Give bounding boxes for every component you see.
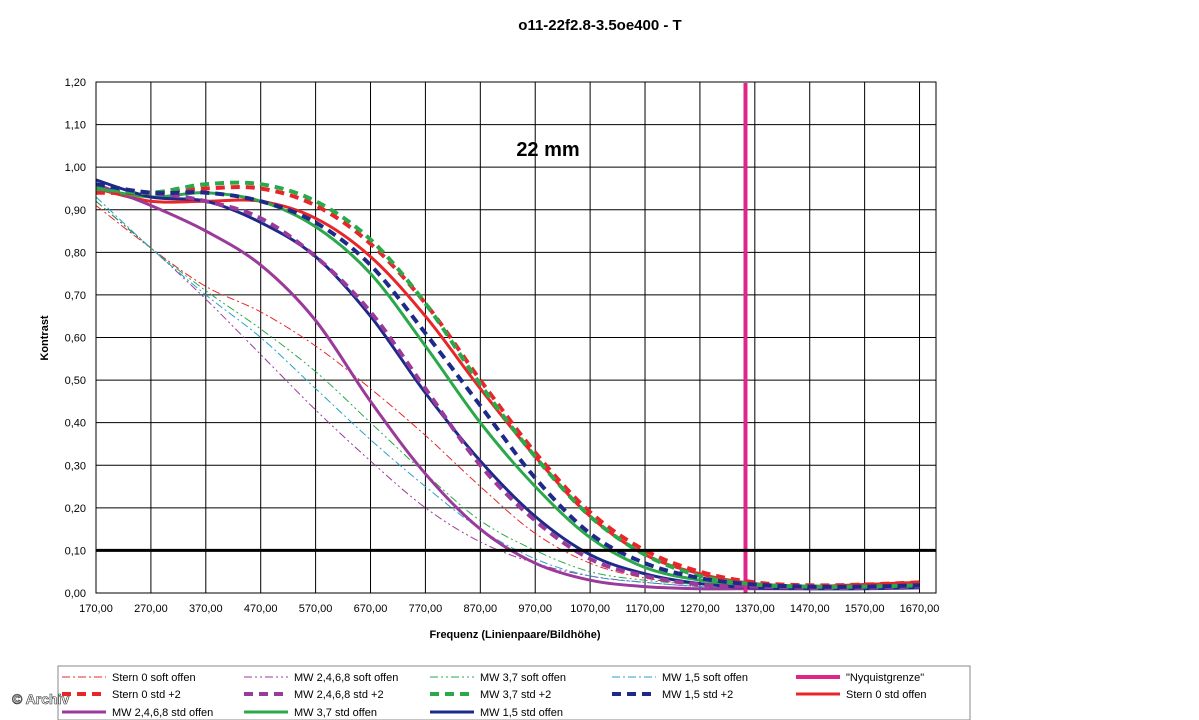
y-tick-label: 1,10 [65, 120, 86, 132]
x-tick-label: 1070,00 [570, 603, 610, 615]
y-tick-label: 0,00 [65, 588, 86, 600]
legend-entry: "Nyquistgrenze" [796, 672, 924, 684]
x-tick-label: 670,00 [354, 603, 388, 615]
legend-entry: MW 3,7 std +2 [430, 689, 551, 701]
x-tick-label: 1570,00 [845, 603, 885, 615]
x-tick-label: 470,00 [244, 603, 278, 615]
legend-label: Stern 0 std +2 [112, 689, 181, 701]
legend-label: "Nyquistgrenze" [846, 672, 924, 684]
series-lines [95, 83, 920, 593]
legend-label: MW 3,7 std +2 [480, 689, 551, 701]
y-tick-label: 0,70 [65, 290, 86, 302]
x-axis-label: Frequenz (Linienpaare/Bildhöhe) [429, 629, 600, 641]
watermark: © Archiv [12, 691, 69, 707]
legend-entry: MW 2,4,6,8 std +2 [244, 689, 384, 701]
series-line [95, 200, 920, 590]
x-tick-label: 270,00 [134, 603, 168, 615]
y-axis-label: Kontrast [39, 315, 51, 361]
legend-label: Stern 0 std offen [846, 689, 927, 701]
legend-label: MW 3,7 std offen [294, 707, 377, 719]
x-tick-label: 970,00 [518, 603, 552, 615]
y-tick-labels: 0,00 0,10 0,20 0,30 0,40 0,50 0,60 0,70 0,80 0,90… [65, 77, 86, 600]
legend-label: MW 2,4,6,8 soft offen [294, 672, 398, 684]
x-tick-label: 570,00 [299, 603, 333, 615]
legend-label: MW 3,7 soft offen [480, 672, 566, 684]
legend-entry: MW 3,7 std offen [244, 707, 377, 719]
series-line [95, 196, 920, 590]
x-tick-labels: 170,00 270,00 370,00 470,00 570,00 670,00 770,… [79, 603, 939, 615]
series-line [95, 186, 920, 591]
series-line [95, 200, 920, 590]
series-line [95, 187, 920, 588]
legend-entry: MW 1,5 std offen [430, 707, 563, 719]
y-tick-label: 0,40 [65, 418, 86, 430]
plot-frame [95, 81, 937, 594]
y-tick-label: 0,10 [65, 545, 86, 557]
chart-title: o11-22f2.8-3.5oe400 - T [518, 17, 681, 34]
legend-entry: Stern 0 std offen [796, 689, 927, 701]
legend-label: MW 2,4,6,8 std +2 [294, 689, 384, 701]
x-tick-label: 1270,00 [680, 603, 720, 615]
y-tick-label: 1,00 [65, 162, 86, 174]
x-tick-label: 770,00 [409, 603, 443, 615]
legend-entry: Stern 0 std +2 [62, 689, 181, 701]
legend-label: MW 1,5 soft offen [662, 672, 748, 684]
y-tick-label: 0,90 [65, 205, 86, 217]
x-tick-label: 1370,00 [735, 603, 775, 615]
legend-entry: MW 2,4,6,8 std offen [62, 707, 213, 719]
y-tick-label: 0,20 [65, 503, 86, 515]
legend-entry: MW 1,5 std +2 [612, 689, 733, 701]
legend-label: Stern 0 soft offen [112, 672, 196, 684]
x-tick-label: 1670,00 [900, 603, 940, 615]
legend-entry: MW 3,7 soft offen [430, 672, 566, 684]
legend-entry: MW 2,4,6,8 soft offen [244, 672, 398, 684]
series-line [95, 205, 920, 589]
y-tick-label: 1,20 [65, 77, 86, 89]
legend-label: MW 1,5 std +2 [662, 689, 733, 701]
series-line [95, 182, 920, 589]
x-tick-label: 870,00 [463, 603, 497, 615]
x-tick-label: 370,00 [189, 603, 223, 615]
series-line [95, 178, 920, 591]
legend: Stern 0 soft offen MW 2,4,6,8 soft offen M… [62, 672, 927, 719]
x-tick-label: 1170,00 [626, 603, 665, 615]
y-tick-label: 0,30 [65, 460, 86, 472]
y-tick-label: 0,80 [65, 247, 86, 259]
legend-label: MW 1,5 std offen [480, 707, 563, 719]
series-line [95, 182, 920, 591]
y-tick-label: 0,50 [65, 375, 86, 387]
legend-entry: MW 1,5 soft offen [612, 672, 748, 684]
y-tick-label: 0,60 [65, 333, 86, 345]
series-line [95, 185, 920, 588]
legend-entry: Stern 0 soft offen [62, 672, 196, 684]
chart-annotation-focal-length: 22 mm [516, 139, 579, 161]
legend-label: MW 2,4,6,8 std offen [112, 707, 213, 719]
series-line [95, 180, 920, 589]
series-line [95, 187, 920, 590]
x-tick-label: 170,00 [79, 603, 113, 615]
x-tick-label: 1470,00 [790, 603, 830, 615]
